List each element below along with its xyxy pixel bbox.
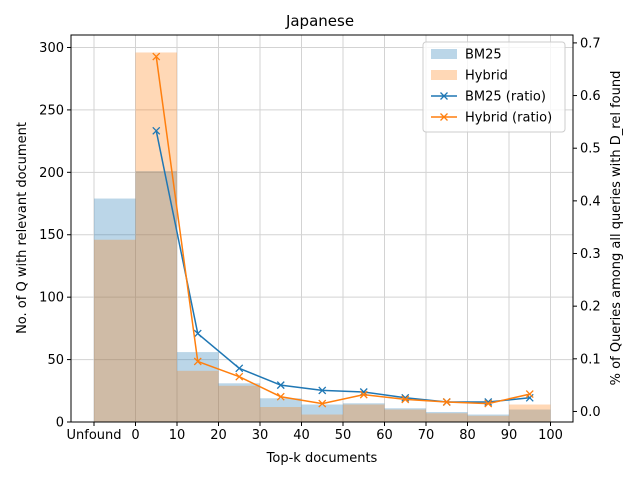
ratio-point bbox=[235, 364, 244, 373]
ratio-point bbox=[276, 392, 285, 401]
bar-bm25 bbox=[218, 383, 260, 422]
ratio-point bbox=[152, 52, 161, 61]
ratio-point bbox=[235, 372, 244, 381]
x-axis: Unfound 0 10 20 30 40 50 60 70 80 90 100 bbox=[66, 422, 563, 443]
ratio-point bbox=[484, 399, 493, 408]
bar-hybrid bbox=[426, 413, 468, 422]
bar-bm25 bbox=[301, 404, 343, 422]
x-axis-title: Top-k documents bbox=[266, 451, 378, 466]
ratio-point bbox=[484, 398, 493, 406]
legend-label: Hybrid bbox=[465, 69, 508, 84]
x-tick-label: 90 bbox=[501, 428, 518, 443]
y-left-tick-label: 100 bbox=[39, 291, 64, 306]
legend-label: Hybrid (ratio) bbox=[465, 111, 552, 126]
x-tick-label: 0 bbox=[131, 428, 139, 443]
y-left-tick-label: 150 bbox=[39, 228, 64, 243]
bar-bm25 bbox=[467, 414, 509, 422]
y-right-tick-label: 0.7 bbox=[580, 36, 601, 51]
y-right-tick-label: 0.4 bbox=[580, 194, 601, 209]
bar-bm25 bbox=[509, 409, 551, 422]
ratio-point bbox=[193, 329, 202, 338]
bar-hybrid bbox=[343, 404, 385, 422]
legend-label: BM25 (ratio) bbox=[465, 90, 546, 105]
y-left-tick-label: 300 bbox=[39, 41, 64, 56]
y-right-tick-label: 0.2 bbox=[580, 300, 601, 315]
bar-hybrid bbox=[218, 385, 260, 422]
ratio-point bbox=[525, 390, 534, 399]
y-right-tick-label: 0.3 bbox=[580, 247, 601, 262]
ratio-point bbox=[401, 395, 410, 404]
y-axis-right-title: % of Queries among all queries with D_re… bbox=[609, 71, 624, 386]
x-tick-label: Unfound bbox=[66, 428, 121, 443]
y-left-tick-label: 200 bbox=[39, 166, 64, 181]
bar-bm25 bbox=[260, 398, 302, 422]
ratio-point bbox=[193, 357, 202, 366]
ratio-point bbox=[359, 390, 368, 399]
bar-bm25 bbox=[343, 403, 385, 422]
x-tick-label: 30 bbox=[252, 428, 269, 443]
chart-title: Japanese bbox=[285, 12, 354, 30]
bar-bm25 bbox=[384, 408, 426, 422]
x-tick-label: 100 bbox=[538, 428, 563, 443]
y-right-tick-label: 0.5 bbox=[580, 142, 601, 157]
legend-marker bbox=[440, 113, 448, 121]
bar-bm25 bbox=[135, 171, 177, 422]
ratio-point bbox=[525, 393, 534, 402]
legend-swatch bbox=[431, 70, 457, 80]
x-tick-label: 50 bbox=[335, 428, 352, 443]
y-axis-left: 0 50 100 150 200 250 300 bbox=[39, 41, 71, 431]
y-right-tick-label: 0.6 bbox=[580, 89, 601, 104]
legend-label: BM25 bbox=[465, 48, 502, 63]
y-right-tick-label: 0.0 bbox=[580, 405, 601, 420]
plot-frame bbox=[70, 34, 574, 423]
bar-hybrid bbox=[135, 52, 177, 423]
x-tick-label: 40 bbox=[293, 428, 310, 443]
y-axis-left-title: No. of Q with relevant document bbox=[15, 122, 30, 334]
ratio-point bbox=[318, 386, 327, 395]
bar-bm25 bbox=[426, 412, 468, 422]
ratio-line bbox=[155, 56, 530, 405]
x-tick-label: 10 bbox=[169, 428, 186, 443]
ratio-point bbox=[442, 398, 451, 406]
y-left-tick-label: 0 bbox=[56, 416, 64, 431]
legend-swatch bbox=[431, 49, 457, 59]
y-left-tick-label: 50 bbox=[47, 353, 64, 368]
bar-hybrid bbox=[94, 239, 136, 422]
y-axis-right: 0.0 0.1 0.2 0.3 0.4 0.5 0.6 0.7 bbox=[573, 36, 601, 420]
y-left-tick-label: 250 bbox=[39, 103, 64, 118]
x-tick-label: 70 bbox=[418, 428, 435, 443]
bar-hybrid bbox=[260, 407, 302, 422]
ratio-lines bbox=[152, 52, 534, 408]
ratio-line bbox=[155, 130, 530, 403]
bar-bm25 bbox=[94, 198, 136, 422]
legend: BM25 Hybrid BM25 (ratio) Hybrid (ratio) bbox=[422, 41, 566, 133]
bars bbox=[94, 52, 551, 423]
legend-marker bbox=[440, 92, 448, 100]
bar-hybrid bbox=[384, 409, 426, 422]
x-tick-label: 20 bbox=[210, 428, 227, 443]
x-tick-label: 80 bbox=[459, 428, 476, 443]
bar-bm25 bbox=[177, 352, 219, 422]
legend-box bbox=[422, 41, 566, 133]
y-right-tick-label: 0.1 bbox=[580, 352, 601, 367]
bar-hybrid bbox=[509, 404, 551, 422]
ratio-point bbox=[152, 126, 161, 135]
bar-hybrid bbox=[177, 370, 219, 422]
bar-hybrid bbox=[301, 414, 343, 422]
ratio-point bbox=[276, 381, 285, 390]
bar-hybrid bbox=[467, 415, 509, 422]
ratio-point bbox=[318, 399, 327, 408]
x-tick-label: 60 bbox=[376, 428, 393, 443]
